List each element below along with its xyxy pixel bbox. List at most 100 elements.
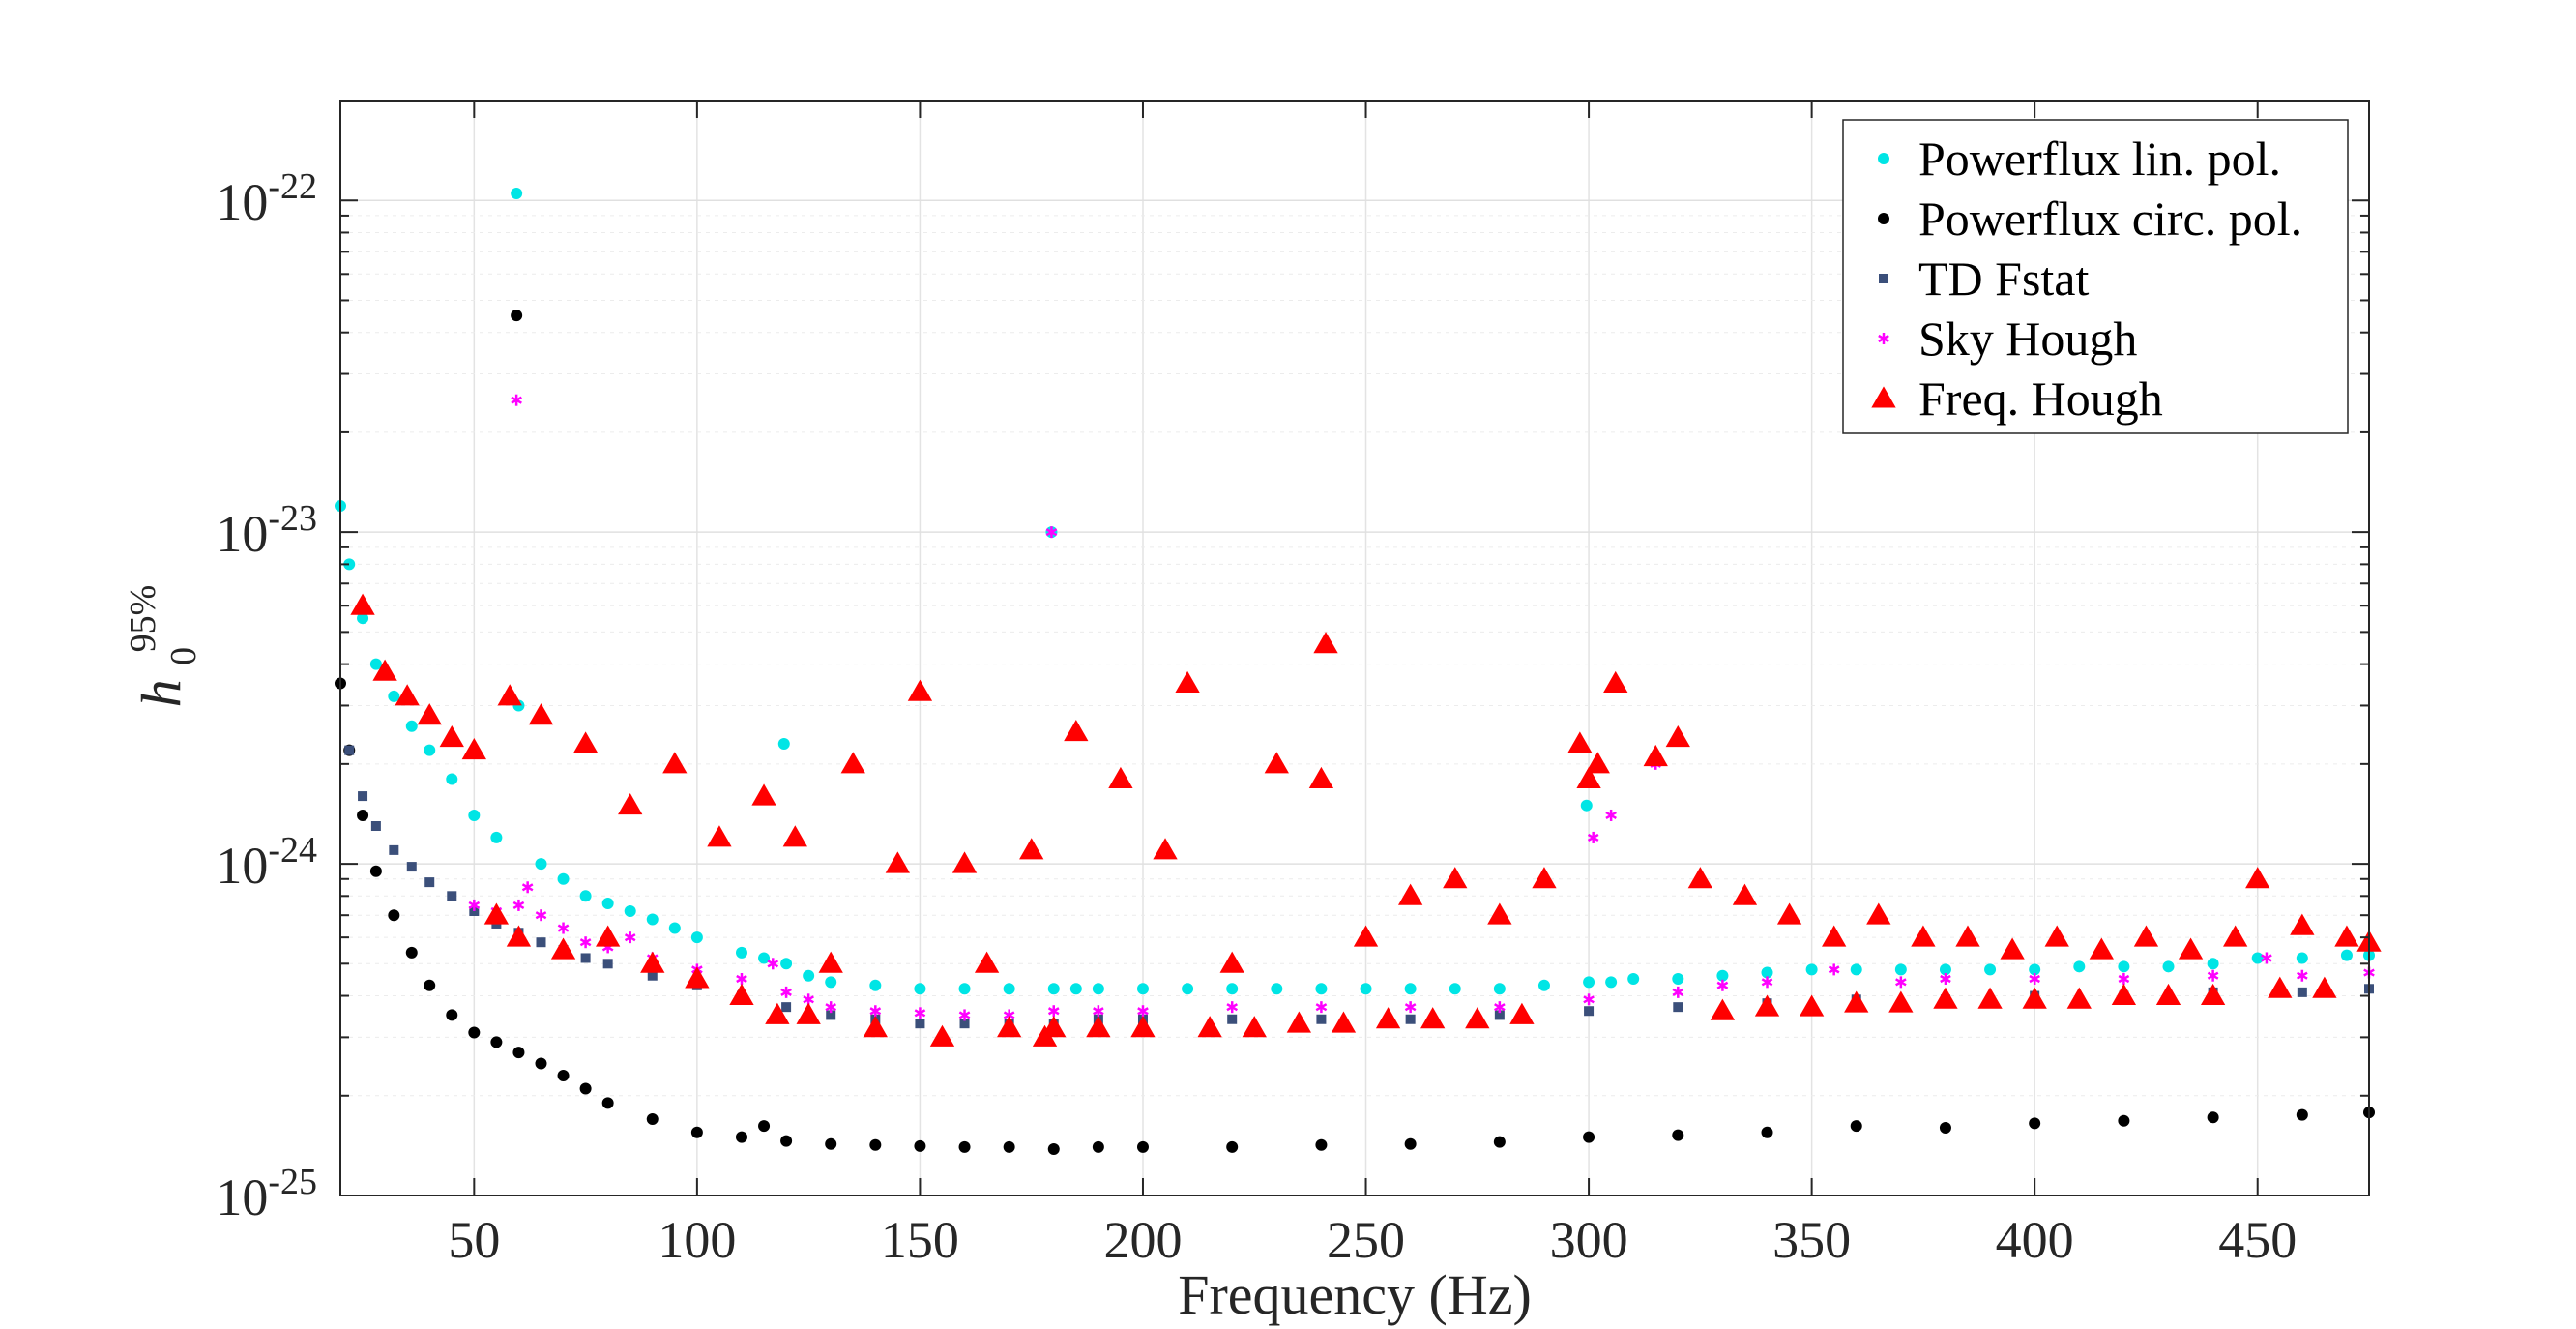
data-point [1397,883,1423,905]
legend-marker [1878,333,1889,344]
asterisk-stroke [1672,988,1684,996]
asterisk-stroke [1940,974,1951,984]
data-point [1264,752,1289,774]
data-point [1360,983,1372,995]
series-0 [335,187,2375,995]
data-point [1404,983,1417,995]
axis-ticks [340,100,2369,1196]
data-point [2296,952,2308,964]
data-point [646,1112,659,1125]
asterisk-stroke [1093,1007,1104,1016]
data-point [369,865,382,877]
data-point [528,703,554,725]
x-tick-label: 450 [2218,1211,2297,1269]
data-point [557,872,570,885]
data-point [1911,925,1936,947]
data-point [1375,1007,1401,1029]
data-point [1108,766,1133,789]
data-point [2251,952,2264,964]
data-point [1940,972,1951,985]
asterisk-stroke [2207,971,2219,980]
data-point [1605,976,1618,989]
data-point [1404,1001,1417,1014]
x-tick-label: 100 [658,1211,736,1269]
data-point [2155,983,2181,1006]
data-point [1532,867,1557,889]
asterisk-stroke [1878,334,1889,343]
asterisk-stroke [1494,1003,1506,1012]
asterisk-stroke [557,924,570,932]
y-tick-label-exponent: -23 [268,498,317,539]
data-point [668,922,681,934]
data-point [662,752,688,774]
data-point [1977,987,2003,1009]
data-point [2022,987,2047,1009]
y-tick-label: 10-23 [216,498,317,563]
data-point [388,909,400,922]
legend-marker [1879,274,1888,283]
data-point [2178,937,2204,960]
data-point [2200,983,2226,1006]
data-point [2207,958,2219,970]
data-point [1955,925,1980,947]
data-point [765,1002,790,1024]
data-point [506,925,532,947]
data-point [929,1024,955,1047]
data-point [424,979,436,991]
y-tick-label-base: 10 [216,1168,268,1226]
data-point [885,851,911,873]
x-tick-label: 250 [1327,1211,1405,1269]
legend-label: Powerflux lin. pol. [1918,132,2281,186]
data-point [446,773,458,785]
data-point [780,1135,793,1147]
data-point [1493,983,1506,995]
legend-label: TD Fstat [1918,251,2090,306]
data-point [1286,1011,1312,1033]
data-point [1443,867,1468,889]
data-point [646,913,659,926]
legend-label: Sky Hough [1918,311,2137,366]
data-point [1984,963,1997,976]
data-point [1822,925,1847,947]
data-point [1894,963,1907,976]
data-point [2118,972,2130,985]
data-point [405,946,418,959]
data-point [780,958,793,970]
data-point [580,953,591,963]
data-point [2000,937,2025,960]
y-tick-label-base: 10 [216,837,268,895]
data-point [1494,1001,1506,1014]
data-point [781,1002,792,1013]
data-point [751,783,776,806]
data-point [1805,963,1818,976]
data-point [863,1016,888,1038]
data-point [1603,670,1628,693]
legend-marker [1878,213,1889,224]
data-point [1493,1136,1506,1148]
data-point [796,1002,821,1024]
legend-entry: Powerflux circ. pol. [1878,192,2302,246]
data-point [550,937,576,960]
data-point [2245,867,2270,889]
data-point [1003,1140,1015,1153]
data-point [1045,526,1058,539]
data-point [2268,976,2293,998]
data-point [579,1082,592,1095]
y-tick-label: 10-24 [216,830,317,895]
data-point [511,394,522,406]
data-point [596,925,621,947]
data-point [490,1036,503,1048]
data-point [2297,969,2308,982]
data-point [369,658,382,670]
data-point [469,906,480,917]
data-point [1226,1140,1239,1153]
asterisk-stroke [736,974,747,984]
data-point [535,1057,547,1070]
asterisk-stroke [1583,995,1595,1004]
data-point [1271,983,1283,995]
data-point [1754,994,1780,1017]
data-point [2029,972,2040,985]
data-point [1584,1006,1595,1017]
data-point [512,899,525,911]
